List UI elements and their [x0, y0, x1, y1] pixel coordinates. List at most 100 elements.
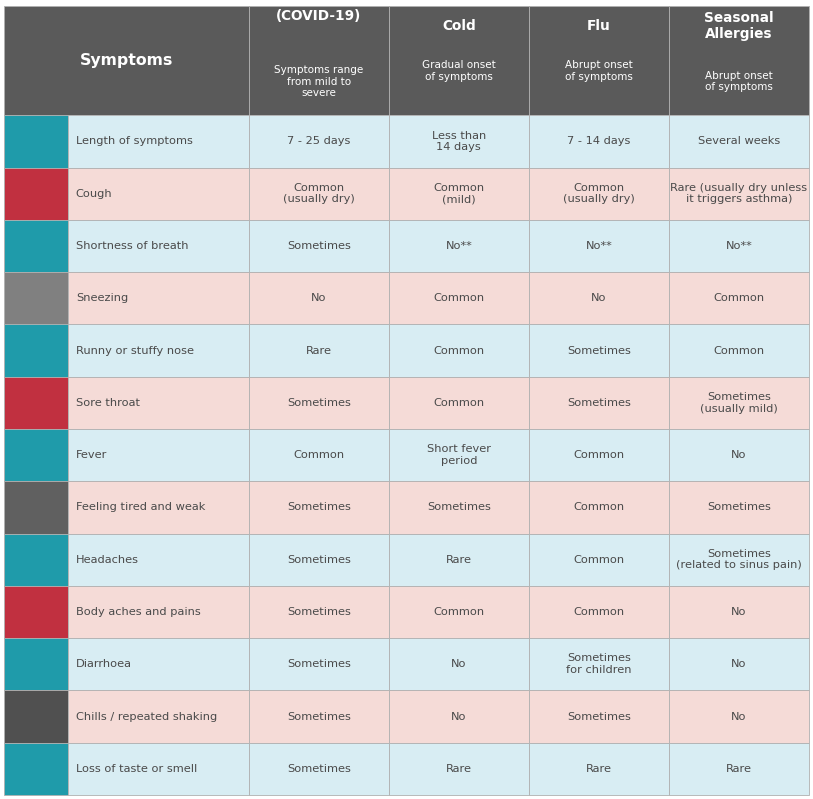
Bar	[389, 586, 528, 638]
Bar	[4, 690, 67, 743]
Text: Rare (usually dry unless
it triggers asthma): Rare (usually dry unless it triggers ast…	[671, 183, 807, 205]
Bar	[389, 376, 528, 429]
Bar	[4, 743, 67, 795]
Text: Common: Common	[573, 607, 624, 617]
Bar	[67, 272, 249, 324]
Text: No**: No**	[446, 241, 472, 251]
Text: Sometimes
for children: Sometimes for children	[566, 654, 632, 675]
Bar	[67, 690, 249, 743]
Text: Rare: Rare	[446, 555, 472, 565]
Text: Shortness of breath: Shortness of breath	[76, 241, 189, 251]
Text: Common: Common	[573, 503, 624, 512]
Text: Length of symptoms: Length of symptoms	[76, 137, 193, 146]
Bar	[389, 6, 528, 115]
Bar	[528, 376, 669, 429]
Bar	[67, 481, 249, 534]
Bar	[249, 6, 389, 115]
Text: No: No	[591, 293, 606, 304]
Text: Short fever
period: Short fever period	[427, 444, 491, 466]
Text: Common: Common	[433, 398, 485, 407]
Bar	[669, 638, 809, 690]
Bar	[389, 168, 528, 220]
Bar	[528, 272, 669, 324]
Text: Common
(usually dry): Common (usually dry)	[563, 183, 635, 205]
Bar	[528, 638, 669, 690]
Text: 7 - 25 days: 7 - 25 days	[287, 137, 350, 146]
Bar	[528, 168, 669, 220]
Text: Loss of taste or smell: Loss of taste or smell	[76, 764, 197, 774]
Bar	[528, 6, 669, 115]
Bar	[4, 6, 249, 115]
Text: Common: Common	[293, 450, 345, 460]
Bar	[528, 115, 669, 168]
Bar	[67, 429, 249, 481]
Text: No**: No**	[585, 241, 612, 251]
Bar	[249, 481, 389, 534]
Text: Common
(usually dry): Common (usually dry)	[283, 183, 354, 205]
Text: Rare: Rare	[306, 345, 332, 356]
Bar	[4, 481, 67, 534]
Text: Sometimes: Sometimes	[287, 607, 350, 617]
Bar	[389, 690, 528, 743]
Bar	[528, 586, 669, 638]
Bar	[67, 220, 249, 272]
Text: No**: No**	[725, 241, 752, 251]
Bar	[67, 638, 249, 690]
Bar	[4, 324, 67, 376]
Bar	[389, 534, 528, 586]
Bar	[389, 638, 528, 690]
Bar	[249, 324, 389, 376]
Bar	[389, 115, 528, 168]
Bar	[669, 586, 809, 638]
Bar	[67, 743, 249, 795]
Bar	[4, 168, 67, 220]
Bar	[389, 481, 528, 534]
Bar	[669, 168, 809, 220]
Bar	[528, 690, 669, 743]
Text: Body aches and pains: Body aches and pains	[76, 607, 201, 617]
Bar	[249, 115, 389, 168]
Text: Common: Common	[713, 345, 764, 356]
Text: Sometimes: Sometimes	[287, 712, 350, 721]
Text: Common: Common	[433, 607, 485, 617]
Text: Rare: Rare	[586, 764, 612, 774]
Text: Abrupt onset
of symptoms: Abrupt onset of symptoms	[565, 61, 633, 82]
Text: Sometimes: Sometimes	[287, 241, 350, 251]
Bar	[67, 168, 249, 220]
Text: Feeling tired and weak: Feeling tired and weak	[76, 503, 205, 512]
Bar	[669, 534, 809, 586]
Bar	[67, 534, 249, 586]
Bar	[389, 743, 528, 795]
Bar	[249, 168, 389, 220]
Bar	[669, 272, 809, 324]
Bar	[4, 638, 67, 690]
Text: Common: Common	[433, 345, 485, 356]
Text: Sometimes: Sometimes	[427, 503, 491, 512]
Bar	[528, 429, 669, 481]
Text: Sometimes: Sometimes	[287, 659, 350, 670]
Text: Headaches: Headaches	[76, 555, 139, 565]
Text: Cough: Cough	[76, 189, 112, 199]
Bar	[669, 376, 809, 429]
Bar	[528, 534, 669, 586]
Bar	[4, 220, 67, 272]
Text: Sometimes: Sometimes	[287, 398, 350, 407]
Text: No: No	[731, 712, 746, 721]
Bar	[389, 429, 528, 481]
Text: Sometimes: Sometimes	[707, 503, 771, 512]
Bar	[67, 324, 249, 376]
Text: Common: Common	[433, 293, 485, 304]
Bar	[528, 324, 669, 376]
Bar	[389, 272, 528, 324]
Bar	[4, 376, 67, 429]
Bar	[669, 6, 809, 115]
Text: Cold: Cold	[442, 18, 476, 33]
Bar	[669, 115, 809, 168]
Text: Rare: Rare	[726, 764, 752, 774]
Bar	[249, 272, 389, 324]
Bar	[669, 690, 809, 743]
Text: Sometimes
(usually mild): Sometimes (usually mild)	[700, 392, 778, 414]
Bar	[4, 115, 67, 168]
Bar	[528, 220, 669, 272]
Text: Common
(mild): Common (mild)	[433, 183, 485, 205]
